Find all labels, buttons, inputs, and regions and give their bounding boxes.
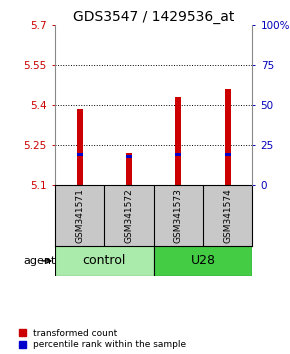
- Text: U28: U28: [191, 255, 215, 267]
- Text: GSM341573: GSM341573: [174, 188, 183, 242]
- Bar: [126, 155, 132, 158]
- Text: GSM341572: GSM341572: [124, 188, 134, 242]
- Bar: [77, 153, 83, 156]
- Bar: [154, 246, 252, 276]
- Text: agent: agent: [23, 256, 55, 266]
- Bar: [126, 153, 132, 185]
- Text: GSM341574: GSM341574: [223, 188, 232, 242]
- Bar: [55, 246, 154, 276]
- Title: GDS3547 / 1429536_at: GDS3547 / 1429536_at: [73, 10, 234, 24]
- Bar: [77, 109, 83, 185]
- Bar: [175, 97, 181, 185]
- Bar: [225, 153, 231, 156]
- Text: GSM341571: GSM341571: [75, 188, 84, 242]
- Legend: transformed count, percentile rank within the sample: transformed count, percentile rank withi…: [19, 329, 186, 349]
- Bar: [225, 89, 231, 185]
- Bar: [175, 153, 181, 156]
- Text: control: control: [83, 255, 126, 267]
